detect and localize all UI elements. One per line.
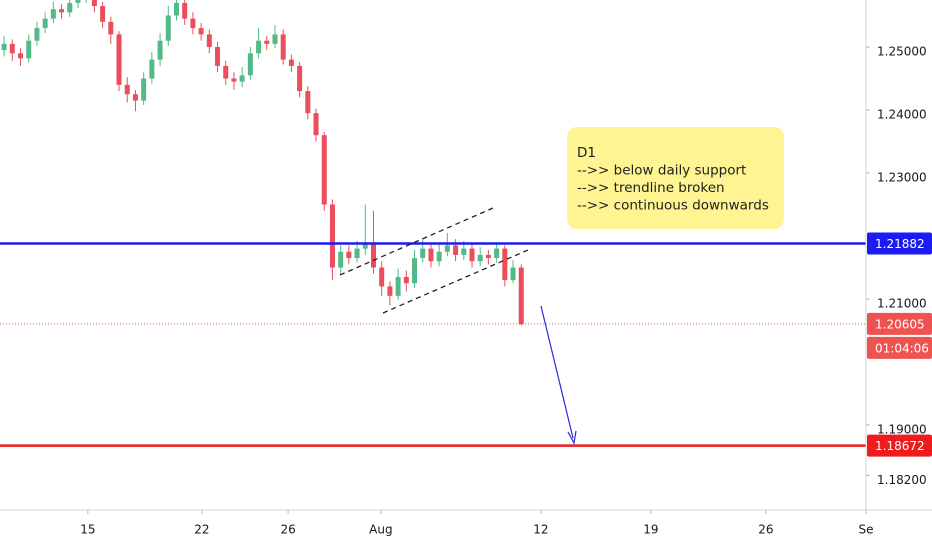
- y-tick-label: 1.19000: [877, 423, 927, 437]
- candle-body: [18, 53, 24, 59]
- candle-body: [485, 254, 491, 259]
- countdown: 01:04:06: [875, 341, 929, 355]
- candle-body: [141, 78, 147, 101]
- candle-body: [346, 251, 352, 259]
- y-tick-label: 1.23000: [877, 171, 927, 185]
- candle-body: [264, 40, 270, 44]
- level-label-box: [867, 312, 932, 335]
- y-tick-label: 1.24000: [877, 108, 927, 122]
- candle-body: [75, 0, 81, 3]
- note: D1 -->> below daily support-->> trendline…: [577, 145, 769, 214]
- candle-body: [256, 40, 262, 54]
- candle-body: [67, 2, 73, 13]
- candle-body: [387, 286, 393, 296]
- candle-body: [477, 254, 483, 262]
- x-tick-label: 12: [533, 523, 548, 537]
- level-label: 1.18672: [875, 439, 925, 453]
- y-tick-label: 1.25000: [877, 44, 927, 58]
- axis-labels: 1.25000 1.24000 1.23000 1.21000 1.19000 1.182…: [80, 44, 932, 537]
- candle-body: [305, 91, 311, 114]
- candle-body: [26, 40, 32, 59]
- candle-body: [116, 34, 122, 85]
- candle-body: [182, 2, 188, 19]
- note-line: -->> continuous downwards: [577, 198, 769, 214]
- y-tick-label: 1.18200: [877, 473, 927, 487]
- level-label-box: [867, 434, 932, 457]
- candle-body: [231, 78, 237, 82]
- candle-body: [453, 245, 459, 255]
- note-box: [567, 127, 784, 229]
- candle-body: [288, 59, 294, 66]
- candle-body: [132, 94, 138, 101]
- candle-body: [395, 276, 401, 296]
- candle-body: [313, 113, 319, 136]
- x-tick-label: 26: [758, 523, 773, 537]
- candle-body: [297, 65, 303, 92]
- candle-body: [50, 9, 56, 19]
- candle-body: [428, 248, 434, 262]
- candle-body: [444, 245, 450, 252]
- x-tick-label: 15: [80, 523, 95, 537]
- candle-body: [247, 53, 253, 76]
- candle-body: [34, 28, 40, 41]
- candle-body: [198, 28, 204, 35]
- y-tick-label: 1.21000: [877, 297, 927, 311]
- candle-body: [149, 59, 155, 79]
- candle-body: [157, 40, 163, 60]
- candle-body: [362, 242, 368, 249]
- candle-body: [280, 34, 286, 60]
- candle-body: [215, 46, 221, 66]
- note-line: -->> trendline broken: [577, 180, 725, 196]
- candle-body: [59, 9, 65, 13]
- candle-body: [420, 248, 426, 259]
- countdown-box: [867, 336, 932, 359]
- x-tick-label: Se: [859, 523, 874, 537]
- plot: [0, 0, 866, 447]
- candle-body: [379, 267, 385, 287]
- x-tick-label: 22: [194, 523, 209, 537]
- arrow: [540, 305, 574, 439]
- candle-body: [436, 251, 442, 262]
- candle-body: [494, 248, 500, 259]
- x-tick-label: Aug: [369, 523, 392, 537]
- candle-body: [165, 15, 171, 41]
- note-line: -->> below daily support: [577, 163, 746, 179]
- level-label: 1.21882: [875, 237, 925, 251]
- candle-body: [1, 43, 7, 51]
- candle-body: [510, 267, 516, 281]
- x-tick-label: 19: [643, 523, 658, 537]
- level-label: 1.20605: [875, 317, 925, 331]
- candle-body: [321, 135, 327, 205]
- candle-body: [338, 251, 344, 268]
- candle-body: [173, 2, 179, 16]
- candle-body: [329, 204, 335, 268]
- candle-body: [412, 258, 418, 284]
- candle-body: [461, 248, 467, 255]
- note-line: D1: [577, 145, 596, 161]
- candle-body: [124, 84, 130, 95]
- candle-body: [42, 18, 48, 29]
- candle-body: [370, 242, 376, 268]
- candle-body: [206, 34, 212, 47]
- candle-body: [502, 248, 508, 281]
- candle-body: [403, 276, 409, 284]
- candle-body: [272, 34, 278, 44]
- candle-body: [469, 248, 475, 262]
- level-label-box: [867, 232, 932, 255]
- x-tick-label: 26: [280, 523, 295, 537]
- candle-body: [9, 43, 15, 54]
- arrow-head: [567, 430, 577, 445]
- channel-upper: [339, 207, 494, 276]
- candle-body: [91, 0, 97, 7]
- candle-body: [239, 75, 245, 82]
- candle-body: [100, 6, 106, 22]
- candle-body: [108, 21, 114, 35]
- candle-body: [223, 65, 229, 79]
- candle-body: [354, 248, 360, 259]
- candle-body: [190, 18, 196, 29]
- candle-body: [518, 267, 524, 325]
